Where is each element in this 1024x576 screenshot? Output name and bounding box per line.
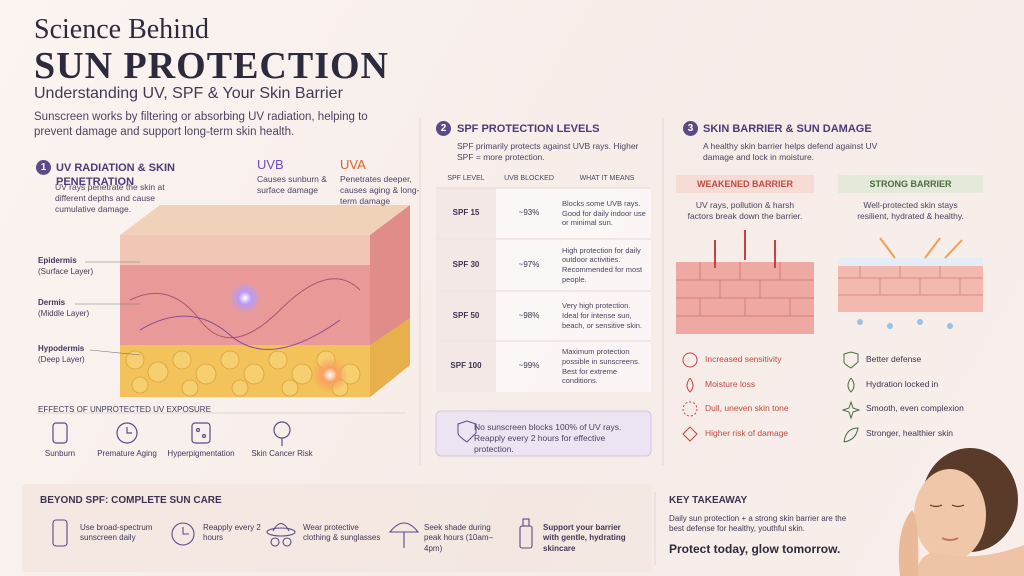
panel-title: WEAKENED BARRIER [696, 179, 793, 189]
layer-name: Dermis [38, 298, 66, 307]
layer-note: (Surface Layer) [38, 267, 94, 276]
intro: Sunscreen works by filtering or absorbin… [34, 111, 368, 138]
uvb-blocked: ~97% [518, 259, 540, 269]
spf-level: SPF 50 [452, 310, 480, 320]
spf-level: SPF 100 [450, 361, 482, 371]
subtitle: Understanding UV, SPF & Your Skin Barrie… [34, 85, 343, 102]
spf-level: SPF 30 [452, 259, 480, 269]
slogan: Protect today, glow tomorrow. [669, 542, 841, 556]
spf-meaning: Blocks some UVB rays. Good for daily ind… [562, 198, 646, 228]
spf-table [435, 187, 652, 457]
spf-meaning: Maximum protection possible in sunscreen… [562, 347, 640, 386]
care-icons [52, 518, 533, 549]
effects-title: EFFECTS OF UNPROTECTED UV EXPOSURE [38, 405, 211, 414]
barrier-item: Higher risk of damage [705, 428, 789, 438]
section-number: 3 [683, 121, 698, 136]
title: SUN PROTECTION [34, 45, 389, 87]
effect-label: Hyperpigmentation [167, 449, 235, 458]
table-header: UVB BLOCKED [504, 175, 554, 182]
barrier-item: Dull, uneven skin tone [705, 403, 789, 413]
uvb-blocked: ~98% [518, 310, 540, 320]
uva-desc: Penetrates deeper, causes aging & long-t… [340, 174, 420, 207]
panel-desc: UV rays, pollution & harsh factors break… [687, 200, 803, 222]
care-item: Seek shade during peak hours (10am–4pm) [424, 523, 493, 553]
portrait [898, 448, 1024, 576]
panel-desc: Well-protected skin stays resilient, hyd… [857, 200, 964, 222]
uva-label: UVA [340, 157, 366, 172]
barrier-item: Stronger, healthier skin [866, 428, 953, 438]
panel-title: STRONG BARRIER [869, 179, 952, 189]
takeaway-title: KEY TAKEAWAY [669, 495, 748, 506]
spf-meaning: High protection for daily outdoor activi… [562, 245, 643, 284]
section-title: UV RADIATION & SKIN PENETRATION [56, 162, 175, 189]
barrier-item: Hydration locked in [866, 379, 939, 389]
effect-label: Skin Cancer Risk [251, 449, 313, 458]
effect-label: Premature Aging [97, 449, 157, 458]
spf-meaning: Very high protection. Ideal for intense … [562, 301, 643, 330]
care-item: Use broad-spectrum sunscreen daily [80, 523, 153, 543]
section-desc: UV rays penetrate the skin at different … [55, 182, 165, 215]
spf-level: SPF 15 [452, 208, 480, 218]
section-title: SPF PROTECTION LEVELS [457, 123, 600, 135]
care-item: Wear protective clothing & sunglasses [303, 523, 381, 543]
uvb-blocked: ~99% [518, 361, 540, 371]
table-header: SPF LEVEL [447, 175, 485, 182]
section-desc: SPF primarily protects against UVB rays.… [457, 141, 639, 163]
care-item: Support your barrier with gentle, hydrat… [543, 523, 626, 553]
table-header: WHAT IT MEANS [579, 175, 635, 182]
care-item: Reapply every 2 hours [203, 523, 261, 543]
takeaway: Daily sun protection + a strong skin bar… [669, 514, 847, 534]
barrier-item: Better defense [866, 354, 922, 364]
barrier-item: Smooth, even complexion [866, 403, 964, 413]
layer-name: Hypodermis [38, 344, 85, 353]
care-title: BEYOND SPF: COMPLETE SUN CARE [40, 495, 222, 506]
effect-label: Sunburn [44, 449, 76, 458]
layer-note: (Middle Layer) [38, 309, 90, 318]
layer-note: (Deep Layer) [38, 355, 85, 364]
layer-name: Epidermis [38, 256, 77, 265]
section-number: 1 [36, 160, 51, 175]
section-title: SKIN BARRIER & SUN DAMAGE [703, 123, 872, 135]
uvb-desc: Causes sunburn & surface damage [257, 174, 327, 196]
barrier-illustrations [676, 175, 983, 443]
footer-panel [22, 484, 652, 572]
uvb-label: UVB [257, 157, 284, 172]
note: No sunscreen blocks 100% of UV rays. Rea… [474, 422, 622, 455]
barrier-item: Moisture loss [705, 379, 756, 389]
barrier-item: Increased sensitivity [705, 354, 782, 364]
section-number: 2 [436, 121, 451, 136]
title: Science Behind [34, 14, 209, 45]
section-desc: A healthy skin barrier helps defend agai… [703, 141, 878, 163]
effect-icons [52, 421, 291, 446]
uvb-blocked: ~93% [518, 208, 540, 218]
skin-illustration [75, 150, 410, 397]
